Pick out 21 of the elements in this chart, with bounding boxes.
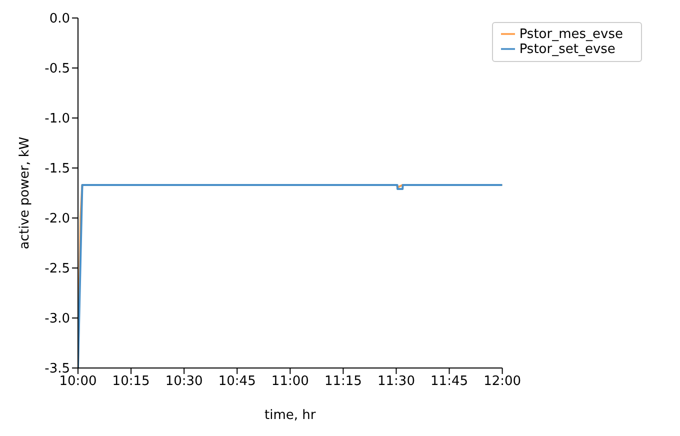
y-tick-label: -3.0 xyxy=(44,312,70,327)
x-tick-label: 11:00 xyxy=(271,374,309,390)
x-tick-label: 11:45 xyxy=(430,374,468,390)
y-tick-label: -3.5 xyxy=(44,362,70,377)
x-tick-label: 10:00 xyxy=(59,374,97,390)
y-tick-label: 0.0 xyxy=(49,12,70,27)
y-tick-label: -1.0 xyxy=(44,112,70,127)
x-tick-label: 10:45 xyxy=(218,374,256,390)
x-tick-label: 12:00 xyxy=(484,374,522,390)
x-tick-label: 11:30 xyxy=(378,374,415,390)
y-tick-label: -1.5 xyxy=(44,162,70,177)
x-tick-label: 10:30 xyxy=(165,374,203,390)
x-axis-title: time, hr xyxy=(264,408,316,424)
y-axis-title: active power, kW xyxy=(18,136,33,250)
legend-label: Pstor_set_evse xyxy=(519,42,616,57)
y-tick-label: -2.0 xyxy=(44,212,70,227)
legend-label: Pstor_mes_evse xyxy=(519,27,623,42)
y-tick-label: -0.5 xyxy=(44,62,70,77)
y-tick-label: -2.5 xyxy=(44,262,70,277)
x-tick-label: 11:15 xyxy=(324,374,362,390)
x-tick-label: 10:15 xyxy=(112,374,150,390)
